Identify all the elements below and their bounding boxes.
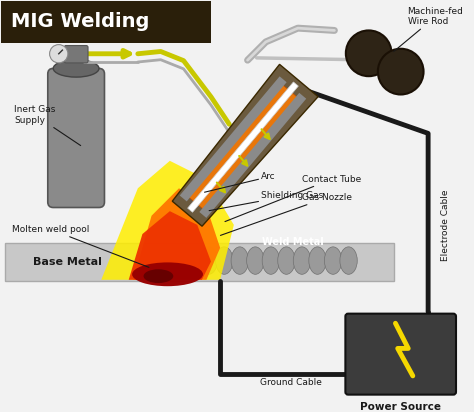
Text: Base Metal: Base Metal (33, 257, 101, 267)
Circle shape (346, 30, 392, 76)
FancyBboxPatch shape (64, 46, 88, 63)
FancyBboxPatch shape (48, 68, 104, 208)
Polygon shape (180, 76, 287, 201)
Ellipse shape (309, 247, 326, 274)
Circle shape (50, 44, 68, 63)
Text: Power Source: Power Source (360, 402, 441, 412)
Text: Arc: Arc (205, 172, 276, 192)
Ellipse shape (200, 247, 218, 274)
Ellipse shape (340, 247, 357, 274)
Ellipse shape (293, 247, 310, 274)
Ellipse shape (53, 60, 99, 77)
Polygon shape (200, 93, 306, 218)
Text: Machine-fed
Wire Rod: Machine-fed Wire Rod (394, 7, 464, 52)
Polygon shape (129, 211, 211, 280)
Ellipse shape (246, 247, 264, 274)
Ellipse shape (132, 262, 203, 286)
Ellipse shape (144, 269, 173, 283)
Ellipse shape (216, 247, 233, 274)
Ellipse shape (278, 247, 295, 274)
Text: Contact Tube: Contact Tube (225, 175, 362, 222)
Text: Gas Nozzle: Gas Nozzle (220, 193, 352, 235)
Circle shape (378, 49, 424, 94)
Polygon shape (101, 161, 234, 280)
Text: Weld Metal: Weld Metal (263, 237, 324, 247)
Text: Molten weld pool: Molten weld pool (12, 225, 149, 267)
Text: MIG Welding: MIG Welding (11, 12, 149, 31)
Polygon shape (189, 85, 297, 209)
Ellipse shape (262, 247, 280, 274)
FancyBboxPatch shape (5, 243, 394, 281)
FancyBboxPatch shape (346, 314, 456, 395)
Ellipse shape (324, 247, 342, 274)
Text: Inert Gas
Supply: Inert Gas Supply (14, 105, 81, 145)
Polygon shape (188, 82, 298, 212)
Ellipse shape (231, 247, 248, 274)
Text: Shielding Gas: Shielding Gas (209, 191, 324, 211)
Polygon shape (133, 188, 220, 280)
FancyBboxPatch shape (0, 1, 211, 43)
Text: Electrode Cable: Electrode Cable (440, 189, 449, 261)
Polygon shape (172, 64, 318, 226)
Text: Ground Cable: Ground Cable (260, 378, 322, 387)
